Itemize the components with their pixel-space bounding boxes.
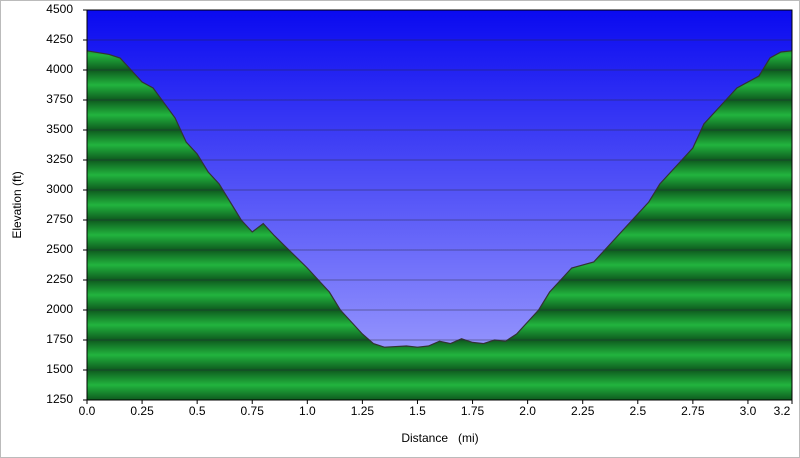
- y-tick-label: 1750: [46, 332, 73, 346]
- x-tick-label: 0.75: [241, 404, 265, 418]
- y-tick-label: 3750: [46, 92, 73, 106]
- x-tick-label: 2.5: [629, 404, 646, 418]
- x-tick-label: 1.25: [351, 404, 375, 418]
- x-tick-label: 2.0: [519, 404, 536, 418]
- x-tick-label: 3.2: [774, 404, 791, 418]
- x-tick-label: 0.25: [130, 404, 154, 418]
- y-tick-label: 2500: [46, 242, 73, 256]
- y-axis-label: Elevation (ft): [10, 171, 24, 238]
- y-tick-label: 4250: [46, 32, 73, 46]
- y-tick-label: 2750: [46, 212, 73, 226]
- y-tick-label: 1500: [46, 362, 73, 376]
- x-tick-label: 0.0: [79, 404, 96, 418]
- x-tick-label: 3.0: [740, 404, 757, 418]
- x-tick-label: 0.5: [189, 404, 206, 418]
- y-tick-label: 1250: [46, 392, 73, 406]
- elevation-line: [86, 50, 793, 348]
- y-tick-label: 4500: [46, 2, 73, 16]
- y-tick-label: 2250: [46, 272, 73, 286]
- y-tick-label: 3500: [46, 122, 73, 136]
- y-tick-label: 4000: [46, 62, 73, 76]
- x-tick-label: 1.0: [299, 404, 316, 418]
- x-tick-label: 2.75: [681, 404, 705, 418]
- x-tick-label: 1.75: [461, 404, 485, 418]
- y-tick-label: 3000: [46, 182, 73, 196]
- x-tick-label: 2.25: [571, 404, 595, 418]
- y-tick-label: 2000: [46, 302, 73, 316]
- y-tick-label: 3250: [46, 152, 73, 166]
- x-axis-label: Distance (mi): [401, 431, 478, 445]
- x-tick-label: 1.5: [409, 404, 426, 418]
- plot-border: [86, 9, 793, 401]
- elevation-area: [87, 50, 792, 401]
